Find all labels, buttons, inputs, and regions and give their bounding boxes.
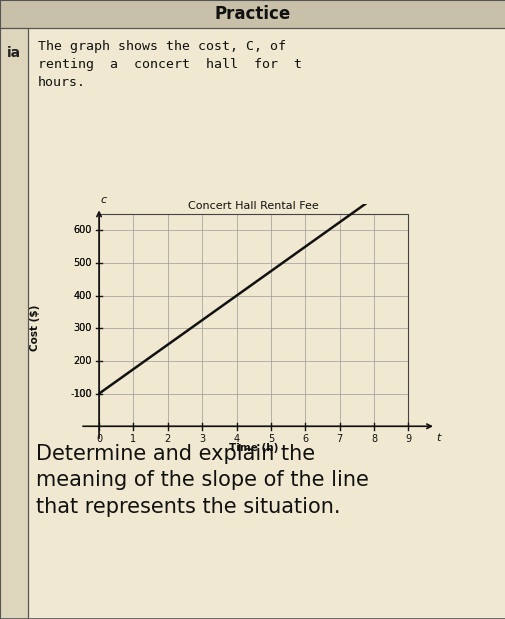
Bar [0,0,505,28]
Text: ia: ia [7,46,21,60]
Text: 2: 2 [164,435,171,444]
Bar [0,28,28,619]
Text: 3: 3 [198,435,205,444]
Text: 8: 8 [370,435,376,444]
Text: 400: 400 [74,291,92,301]
Text: 500: 500 [74,258,92,268]
Text: Time (h): Time (h) [229,443,278,453]
Text: -100: -100 [70,389,92,399]
Text: t: t [436,433,440,443]
Text: 600: 600 [74,225,92,235]
Text: Cost ($): Cost ($) [30,305,40,351]
Text: 6: 6 [301,435,308,444]
Text: 7: 7 [336,435,342,444]
Text: 200: 200 [74,356,92,366]
Text: 1: 1 [130,435,136,444]
Text: 200: 200 [74,356,92,366]
Text: 9: 9 [405,435,411,444]
Text: 300: 300 [74,323,92,333]
Text: 4: 4 [233,435,239,444]
Text: 5: 5 [267,435,274,444]
Text: Determine and explain the
meaning of the slope of the line
that represents the s: Determine and explain the meaning of the… [36,444,368,517]
Text: c: c [100,195,107,205]
Text: 100: 100 [74,389,92,399]
Text: Concert Hall Rental Fee: Concert Hall Rental Fee [188,201,319,211]
Text: 0: 0 [96,435,102,444]
Text: The graph shows the cost, C, of
renting  a  concert  hall  for  t
hours.: The graph shows the cost, C, of renting … [38,40,301,89]
Text: 400: 400 [74,291,92,301]
Text: Practice: Practice [215,5,290,23]
Text: 300: 300 [74,323,92,333]
Text: 500: 500 [74,258,92,268]
Text: 600: 600 [74,225,92,235]
